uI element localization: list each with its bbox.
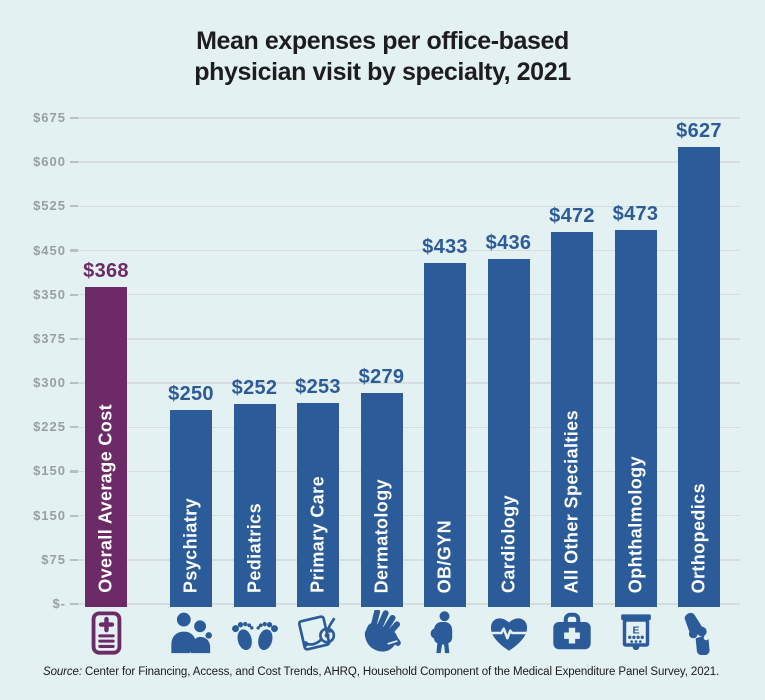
- y-axis-label: $525: [33, 198, 66, 214]
- gridline: [70, 161, 740, 163]
- bar-category-label: Ophthalmology: [625, 455, 645, 593]
- gridline: [70, 426, 740, 429]
- clipboard-plus-icon: [83, 610, 129, 656]
- axis-tick: [70, 249, 78, 252]
- bar-pediatrics: Pediatrics: [233, 404, 276, 607]
- bar-category-label: OB/GYN: [434, 519, 455, 593]
- heart-pulse-icon: [486, 610, 532, 656]
- y-axis-label: $675: [33, 110, 66, 125]
- axis-tick: [70, 558, 78, 561]
- y-axis-label: $450: [33, 242, 66, 258]
- axis-tick: [70, 337, 78, 340]
- axis-tick: [70, 381, 78, 385]
- first-aid-kit-icon: [549, 610, 595, 656]
- bar-value-label: $368: [83, 260, 129, 282]
- bar-value-label: $436: [485, 232, 532, 254]
- gridline: [70, 249, 740, 252]
- y-axis-label: $600: [33, 154, 66, 170]
- axis-tick: [70, 161, 78, 164]
- y-axis-label: $350: [33, 286, 66, 302]
- axis-tick: [70, 426, 78, 429]
- gridline: [70, 338, 740, 340]
- bar-value-label: $472: [549, 205, 595, 227]
- pregnant-woman-icon: [422, 610, 468, 656]
- bar-value-label: $253: [295, 376, 341, 398]
- bar-ophthalmology: Ophthalmology: [614, 230, 657, 607]
- axis-tick: [70, 514, 78, 517]
- bar-category-label: Dermatology: [371, 478, 391, 593]
- source-label: Source:: [43, 666, 82, 678]
- y-axis-label: $150: [33, 463, 66, 479]
- bar-value-label: $627: [676, 120, 722, 142]
- bar-cardiology: Cardiology: [487, 259, 530, 607]
- bar-value-label: $252: [231, 377, 278, 399]
- chart-title: Mean expenses per office-based physician …: [0, 26, 765, 88]
- gridline: [70, 603, 740, 605]
- axis-tick: [70, 205, 78, 208]
- bar-category-label: Overall Average Cost: [95, 404, 116, 593]
- hand-icon: [359, 610, 405, 656]
- source-text: Center for Financing, Access, and Cost T…: [81, 666, 720, 678]
- bar-category-label: Cardiology: [498, 494, 518, 593]
- y-axis-label: $75: [41, 551, 66, 567]
- bar-all-other-specialties: All Other Specialties: [551, 232, 593, 607]
- axis-tick: [70, 116, 78, 120]
- gridline: [70, 514, 740, 517]
- y-axis-label: $300: [33, 375, 66, 391]
- bar-category-label: Pediatrics: [244, 502, 264, 593]
- knee-joint-icon: [676, 610, 722, 656]
- bar-category-label: All Other Specialties: [561, 409, 582, 593]
- bar-primary-care: Primary Care: [297, 403, 339, 607]
- bar-value-label: $250: [168, 383, 214, 405]
- caregivers-icon: [168, 610, 214, 656]
- y-axis-label: $150: [33, 507, 66, 523]
- bar-orthopedics: Orthopedics: [678, 147, 720, 607]
- eye-chart-icon: E: [613, 610, 659, 656]
- clipboard-stethoscope-icon: [295, 610, 341, 656]
- y-axis-label: $375: [33, 330, 66, 346]
- gridline: [70, 117, 740, 119]
- chart-title-line1: Mean expenses per office-based: [196, 27, 569, 55]
- bar-value-label: $473: [612, 203, 659, 225]
- bar-overall-average-cost: Overall Average Cost: [85, 287, 127, 607]
- gridline: [70, 205, 740, 208]
- chart-title-line2: physician visit by specialty, 2021: [194, 58, 571, 86]
- axis-tick: [70, 470, 78, 473]
- baby-feet-icon: [231, 610, 278, 656]
- gridline: [70, 293, 740, 296]
- gridline: [70, 470, 740, 473]
- bar-category-label: Orthopedics: [688, 482, 709, 593]
- bar-value-label: $279: [358, 366, 405, 388]
- y-axis-label: $-: [52, 596, 66, 611]
- gridline: [70, 559, 740, 561]
- source-note: Source: Center for Financing, Access, an…: [43, 666, 719, 678]
- y-axis-label: $225: [33, 419, 66, 435]
- bar-dermatology: Dermatology: [360, 393, 403, 607]
- bar-value-label: $433: [422, 236, 468, 258]
- bar-psychiatry: Psychiatry: [170, 410, 212, 607]
- gridline: [70, 382, 740, 384]
- axis-tick: [70, 602, 78, 606]
- axis-tick: [70, 293, 78, 296]
- bar-category-label: Psychiatry: [180, 497, 201, 593]
- bar-ob-gyn: OB/GYN: [424, 263, 466, 607]
- bar-category-label: Primary Care: [307, 476, 328, 593]
- svg-text:E: E: [632, 624, 639, 636]
